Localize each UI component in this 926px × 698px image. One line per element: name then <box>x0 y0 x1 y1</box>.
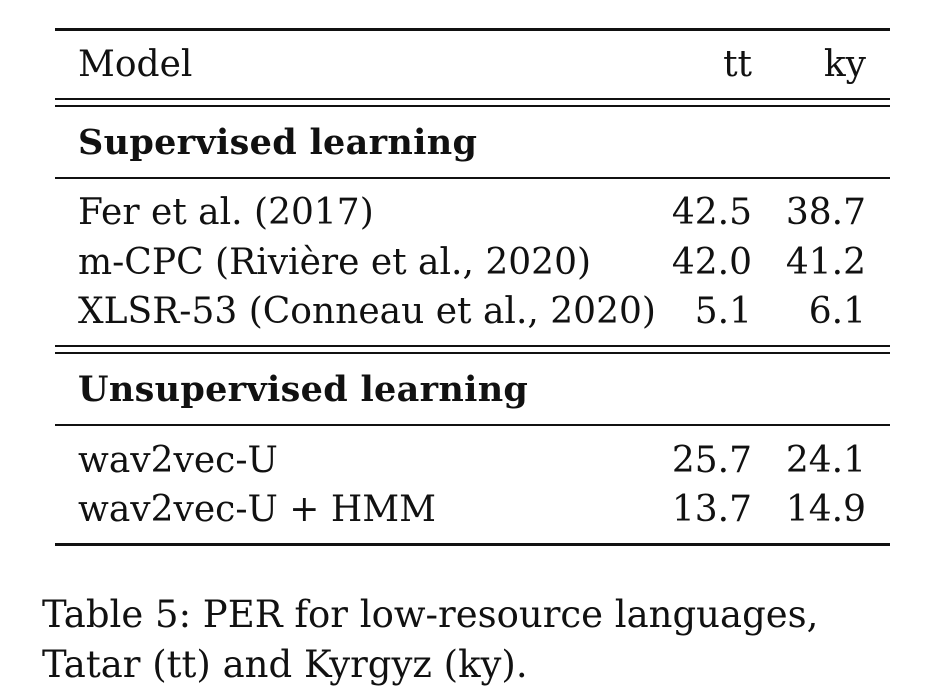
table-row-model: Fer et al. (2017) <box>78 192 374 233</box>
table-row-ky: 41.2 <box>785 242 866 283</box>
table-row-ky: 38.7 <box>785 192 866 233</box>
bottom-rule <box>55 543 890 546</box>
table-row-model: m-CPC (Rivière et al., 2020) <box>78 242 592 283</box>
header-ky: ky <box>823 44 866 85</box>
section-title-supervised: Supervised learning <box>78 122 478 163</box>
table-row-model: wav2vec-U <box>78 440 278 481</box>
table-row-ky: 6.1 <box>808 291 866 332</box>
table-row-ky: 14.9 <box>785 489 866 530</box>
section-rule <box>55 424 890 426</box>
caption-line-2: Tatar (tt) and Kyrgyz (ky). <box>42 643 528 686</box>
table-row-tt: 42.5 <box>671 192 752 233</box>
table-row-tt: 42.0 <box>671 242 752 283</box>
table-row-model: XLSR-53 (Conneau et al., 2020) <box>78 291 656 332</box>
double-rule-top <box>55 98 890 100</box>
header-model: Model <box>78 44 193 85</box>
top-rule <box>55 28 890 31</box>
table-row-model: wav2vec-U + HMM <box>78 489 436 530</box>
header-tt: tt <box>723 44 752 85</box>
double-rule-bottom <box>55 105 890 107</box>
table-row-tt: 5.1 <box>694 291 752 332</box>
caption-line-1: Table 5: PER for low-resource languages, <box>42 593 819 636</box>
table-row-ky: 24.1 <box>785 440 866 481</box>
table-row-tt: 25.7 <box>671 440 752 481</box>
table-row-tt: 13.7 <box>671 489 752 530</box>
double-rule-top <box>55 345 890 347</box>
double-rule-bottom <box>55 352 890 354</box>
section-title-unsupervised: Unsupervised learning <box>78 369 529 410</box>
section-rule <box>55 177 890 179</box>
table-caption: Table 5: PER for low-resource languages,… <box>42 590 902 690</box>
